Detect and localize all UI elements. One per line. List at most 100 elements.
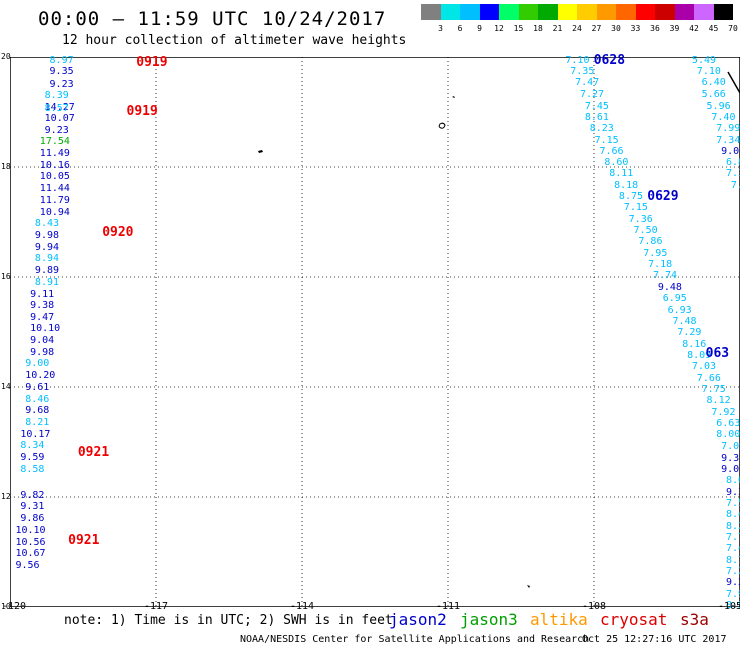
pass-time-label: 0921 bbox=[68, 533, 100, 548]
wave-height-observation: 6.63 bbox=[716, 417, 740, 429]
wave-height-observation: 9.94 bbox=[34, 241, 60, 253]
wave-height-observation: 7.10 bbox=[696, 66, 721, 78]
wave-height-observation: 7.95 bbox=[643, 247, 668, 259]
pass-time-label: 0920 bbox=[102, 225, 134, 240]
island-shape bbox=[438, 122, 446, 129]
wave-height-observation: 7.18 bbox=[648, 259, 673, 271]
wave-height-observation: 7.74 bbox=[653, 270, 678, 282]
color-swatch bbox=[460, 4, 480, 20]
pass-time-label: 0628 bbox=[593, 52, 626, 68]
wave-height-observation: 8.61 bbox=[584, 111, 609, 123]
wave-height-observation: 8.09 bbox=[687, 350, 712, 362]
wave-height-observation: 11.44 bbox=[39, 183, 70, 194]
wave-height-observation: 8.16 bbox=[682, 338, 707, 350]
wave-height-observation: 8.21 bbox=[25, 416, 50, 428]
wave-height-observation: 8.21 bbox=[726, 520, 740, 532]
color-swatch bbox=[479, 4, 499, 20]
wave-height-observation: 17.54 bbox=[39, 136, 70, 148]
island-shape bbox=[258, 150, 263, 153]
color-swatch bbox=[694, 4, 714, 20]
longitude-label: -120 bbox=[1, 601, 27, 612]
color-scale-label: 39 bbox=[669, 24, 680, 33]
wave-height-observation: 9.47 bbox=[30, 311, 55, 323]
wave-height-observation: 9.98 bbox=[34, 229, 60, 241]
latitude-label: 10 bbox=[1, 602, 11, 611]
pass-time-label: 063 bbox=[705, 346, 730, 361]
wave-height-observation: 7.75 bbox=[701, 384, 726, 396]
map-plot-area bbox=[10, 57, 740, 607]
color-swatch bbox=[596, 4, 616, 20]
wave-height-observation: 8.12 bbox=[706, 395, 731, 407]
wave-height-observation: 9.89 bbox=[34, 264, 60, 276]
wave-height-observation: 8.91 bbox=[34, 276, 60, 288]
longitude-label: -108 bbox=[581, 601, 607, 612]
coastline-segment bbox=[727, 71, 740, 94]
wave-height-observation: 9.82 bbox=[20, 489, 45, 501]
wave-height-observation: 5.66 bbox=[701, 88, 726, 100]
wave-height-observation: 11.79 bbox=[39, 195, 70, 207]
wave-height-observation: 7.58 bbox=[726, 497, 740, 509]
color-swatch bbox=[616, 4, 636, 20]
island-shape bbox=[527, 585, 530, 588]
wave-height-observation: 9.48 bbox=[657, 282, 682, 293]
legend-cryosat: cryosat bbox=[600, 610, 668, 629]
wave-height-observation: 9.24 bbox=[726, 577, 740, 589]
wave-height-observation: 10.94 bbox=[39, 206, 70, 218]
legend-jason3: jason3 bbox=[460, 610, 518, 629]
wave-height-observation: 10.16 bbox=[39, 159, 70, 171]
wave-height-observation: 10.07 bbox=[44, 113, 75, 125]
wave-height-observation: 7.40 bbox=[711, 111, 736, 123]
wave-height-observation: 7.27 bbox=[726, 565, 740, 577]
color-scale-label: 27 bbox=[591, 24, 602, 33]
color-swatch bbox=[440, 4, 460, 20]
color-scale-label: 70 bbox=[728, 24, 738, 33]
color-scale-label: 9 bbox=[477, 24, 482, 33]
color-scale-label: 45 bbox=[708, 24, 719, 33]
wave-height-observation: 7.44 bbox=[726, 543, 740, 555]
wave-height-observation: 7.27 bbox=[580, 88, 605, 100]
wave-height-observation: 6.93 bbox=[667, 304, 692, 316]
wave-height-observation: 9.23 bbox=[49, 78, 74, 90]
pass-time-label: 0919 bbox=[126, 104, 158, 119]
longitude-label: -117 bbox=[143, 601, 169, 612]
wave-height-observation: 9.07 bbox=[721, 463, 740, 475]
wave-height-observation: 8.42 bbox=[726, 509, 740, 521]
color-swatch bbox=[635, 4, 655, 20]
wave-height-observation: 6.40 bbox=[701, 77, 726, 89]
wave-height-observation: 10.10 bbox=[15, 525, 46, 537]
wave-height-observation: 10.67 bbox=[15, 548, 46, 560]
wave-height-observation: 8.43 bbox=[34, 218, 60, 230]
wave-height-observation: 11.49 bbox=[39, 148, 70, 160]
wave-height-observation: 10.20 bbox=[25, 370, 56, 381]
wave-height-observation: 8.51 bbox=[726, 599, 740, 611]
wave-height-observation: 8.39 bbox=[44, 90, 69, 102]
coastline-features bbox=[258, 71, 740, 588]
wave-height-observation: 7.36 bbox=[628, 213, 653, 225]
wave-height-observation: 9.00 bbox=[25, 358, 50, 370]
wave-height-observation: 7.10 bbox=[565, 54, 590, 66]
legend-jason2: jason2 bbox=[389, 610, 447, 629]
wave-height-observation: 8.68 bbox=[726, 475, 740, 487]
wave-height-observation: 6.95 bbox=[662, 293, 687, 304]
wave-height-observation: 9.31 bbox=[20, 501, 45, 513]
wave-height-observation: 7.29 bbox=[677, 327, 702, 339]
wave-height-observation: 14.27 bbox=[44, 101, 75, 113]
color-scale-label: 36 bbox=[650, 24, 660, 33]
color-swatch bbox=[674, 4, 694, 20]
wave-height-observation: 8.75 bbox=[618, 191, 644, 203]
wave-height-observation: 8.00 bbox=[716, 429, 740, 441]
wave-height-observation: 7.3 bbox=[726, 168, 740, 180]
wave-height-observation: 9.59 bbox=[20, 451, 45, 463]
wave-height-observation: 9.23 bbox=[44, 124, 69, 136]
wave-height-observation: 7.5 bbox=[730, 179, 740, 191]
map-gridlines bbox=[10, 57, 740, 607]
color-scale-label: 12 bbox=[494, 24, 504, 33]
pass-time-label: 0919 bbox=[136, 54, 168, 70]
legend-s3a: s3a bbox=[680, 610, 709, 629]
wave-height-observation: 9.06 bbox=[721, 145, 740, 157]
wave-height-observation: 9.61 bbox=[25, 382, 50, 394]
color-scale-label: 15 bbox=[513, 24, 524, 33]
latitude-label: 16 bbox=[1, 272, 11, 281]
wave-height-observation: 7.34 bbox=[716, 134, 740, 146]
color-scale-label: 21 bbox=[552, 24, 563, 33]
